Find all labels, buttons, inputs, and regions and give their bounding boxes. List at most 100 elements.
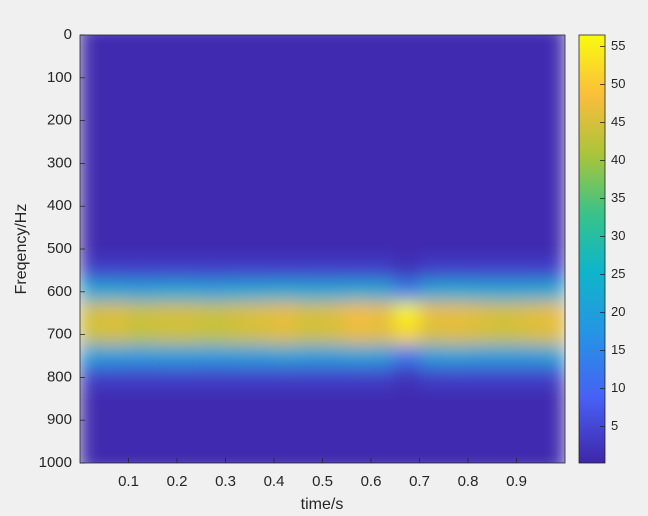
heatmap-cell (467, 35, 493, 47)
heatmap-cell (249, 109, 275, 132)
heatmap-cell (80, 323, 105, 346)
heatmap-cell (443, 195, 469, 218)
heatmap-cell (346, 152, 372, 175)
heatmap-cell (200, 152, 226, 175)
heatmap-cell (273, 195, 299, 218)
heatmap-cell (297, 66, 323, 89)
heatmap-cell (394, 451, 420, 463)
heatmap-cell (419, 66, 445, 89)
heatmap-cell (516, 280, 542, 303)
heatmap-cell (540, 130, 565, 154)
heatmap-cell (176, 387, 202, 410)
heatmap-cell (152, 66, 178, 89)
heatmap-cell (128, 280, 154, 303)
heatmap-cell (443, 45, 469, 68)
colorbar (578, 34, 606, 464)
heatmap-cell (80, 45, 105, 68)
heatmap-cell (249, 259, 275, 282)
heatmap-cell (297, 35, 323, 47)
heatmap-cell (322, 109, 348, 132)
heatmap-cell (443, 302, 469, 325)
heatmap-cell (491, 88, 517, 111)
heatmap-cell (273, 344, 299, 368)
heatmap-cell (370, 45, 396, 68)
heatmap-cell (394, 216, 420, 239)
heatmap-cell (152, 451, 178, 463)
heatmap-cell (491, 173, 517, 196)
heatmap-cell (346, 216, 372, 239)
heatmap-cell (516, 302, 542, 325)
heatmap-cell (200, 366, 226, 389)
heatmap-cell (394, 387, 420, 410)
heatmap-cell (297, 195, 323, 218)
heatmap-cell (322, 237, 348, 261)
heatmap-cell (176, 88, 202, 111)
heatmap-cell (200, 302, 226, 325)
heatmap-cell (491, 302, 517, 325)
heatmap-cell (346, 387, 372, 410)
heatmap-cell (176, 109, 202, 132)
heatmap-cell (176, 409, 202, 432)
heatmap-cell (540, 109, 565, 132)
heatmap-cell (249, 237, 275, 261)
heatmap-cell (80, 387, 105, 410)
heatmap-cell (491, 344, 517, 368)
heatmap-cell (322, 216, 348, 239)
heatmap-cell (516, 216, 542, 239)
heatmap-cell (128, 88, 154, 111)
heatmap-cell (200, 88, 226, 111)
heatmap-cell (443, 344, 469, 368)
heatmap-cell (491, 323, 517, 346)
colorbar-tick-label: 25 (611, 266, 625, 281)
heatmap-cell (516, 430, 542, 453)
heatmap-cell (128, 387, 154, 410)
heatmap-cell (322, 88, 348, 111)
heatmap-cell (516, 366, 542, 389)
heatmap-cell (249, 344, 275, 368)
heatmap-cell (249, 323, 275, 346)
heatmap-cell (200, 66, 226, 89)
colorbar-tick-label: 40 (611, 152, 625, 167)
heatmap-cell (540, 302, 565, 325)
heatmap-cell (128, 109, 154, 132)
heatmap-cell (540, 366, 565, 389)
heatmap-cell (516, 66, 542, 89)
y-tick-label: 1000 (39, 454, 72, 471)
heatmap-cell (516, 35, 542, 47)
heatmap-cell (419, 237, 445, 261)
y-tick-label: 400 (47, 197, 72, 214)
heatmap-cell (370, 237, 396, 261)
heatmap-cell (176, 344, 202, 368)
heatmap-cell (467, 130, 493, 154)
heatmap-cell (467, 323, 493, 346)
heatmap-cell (322, 302, 348, 325)
heatmap-cell (103, 173, 129, 196)
heatmap-cell (443, 280, 469, 303)
heatmap-cell (540, 152, 565, 175)
heatmap-cell (103, 35, 129, 47)
heatmap-cell (80, 173, 105, 196)
y-tick-label: 100 (47, 69, 72, 86)
heatmap-cell (273, 430, 299, 453)
heatmap-cell (322, 387, 348, 410)
heatmap-cell (249, 35, 275, 47)
heatmap-cell (176, 216, 202, 239)
heatmap-cell (103, 430, 129, 453)
heatmap-cell (419, 216, 445, 239)
heatmap-cell (540, 323, 565, 346)
heatmap-cell (103, 237, 129, 261)
heatmap-cell (322, 280, 348, 303)
heatmap-cell (540, 430, 565, 453)
heatmap-cell (443, 366, 469, 389)
heatmap-cell (467, 451, 493, 463)
heatmap-cell (419, 109, 445, 132)
heatmap-cell (128, 259, 154, 282)
heatmap-cell (491, 152, 517, 175)
heatmap-cell (467, 173, 493, 196)
heatmap-cell (80, 216, 105, 239)
heatmap-cell (394, 35, 420, 47)
heatmap-cell (128, 152, 154, 175)
heatmap-cell (152, 45, 178, 68)
heatmap-cell (103, 216, 129, 239)
heatmap-cell (297, 344, 323, 368)
